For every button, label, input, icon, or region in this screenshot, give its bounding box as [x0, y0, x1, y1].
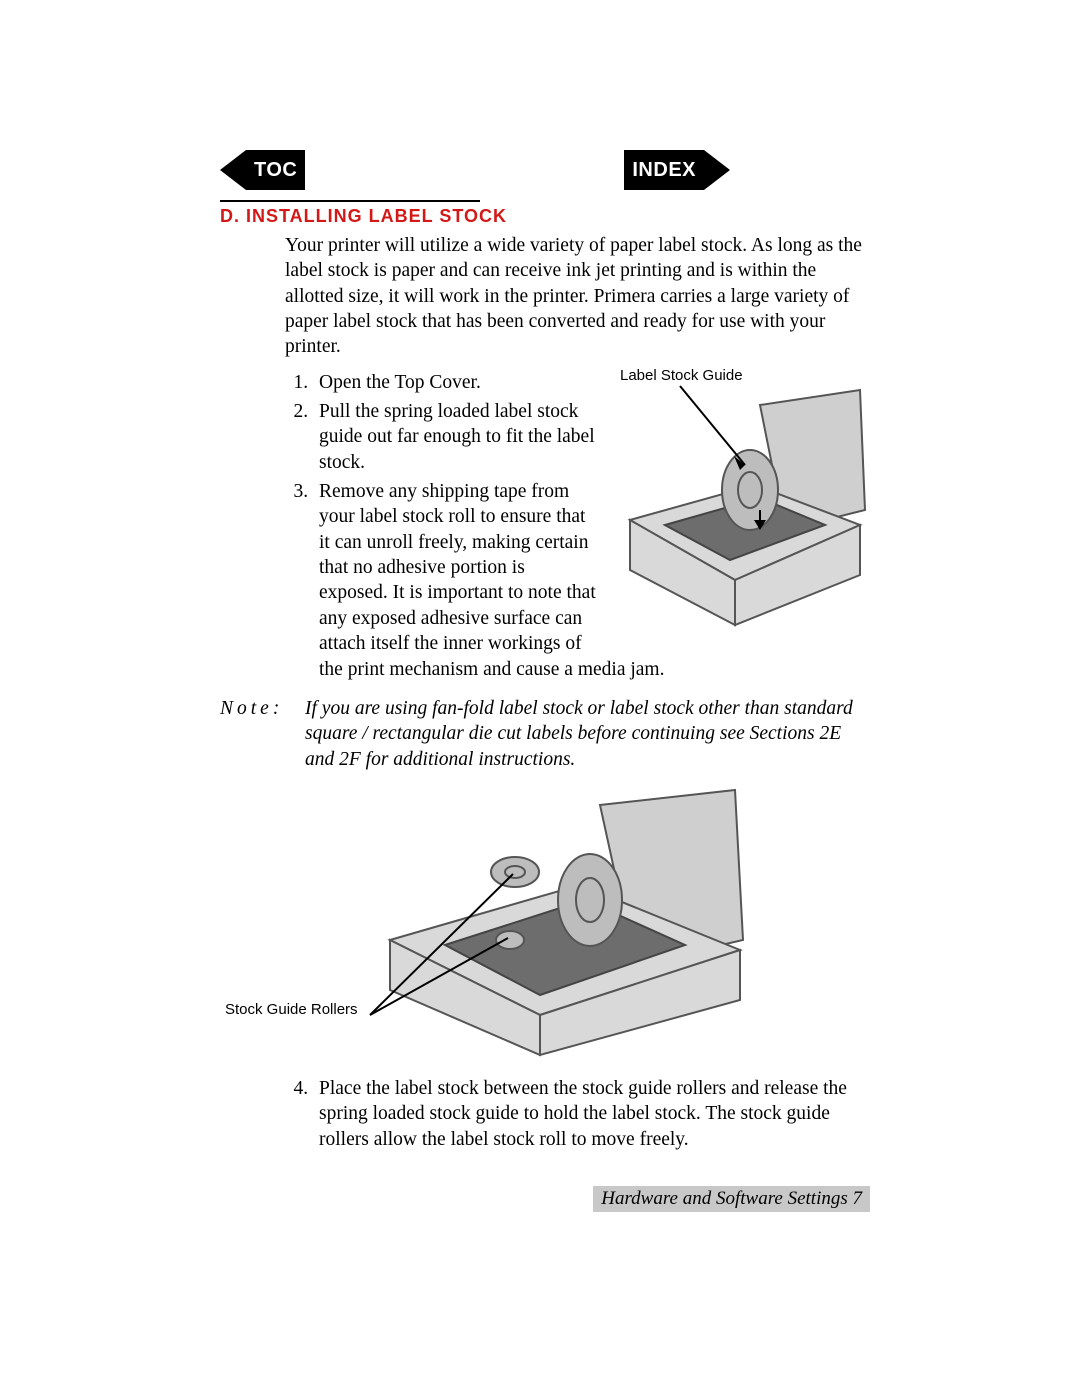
steps-and-figure1: Label Stock Guide: [285, 370, 870, 686]
toc-label: TOC: [246, 150, 305, 190]
section-heading: D. INSTALLING LABEL STOCK: [220, 206, 870, 227]
heading-rule: [220, 200, 480, 202]
note-block: Note: If you are using fan-fold label st…: [220, 696, 870, 772]
index-button[interactable]: INDEX: [624, 150, 730, 190]
step-list-4: Place the label stock between the stock …: [285, 1076, 870, 1152]
body-column: Your printer will utilize a wide variety…: [285, 233, 870, 1152]
nav-row: TOC INDEX: [220, 150, 730, 190]
note-label: Note:: [220, 696, 305, 772]
toc-button[interactable]: TOC: [220, 150, 305, 190]
step-4: Place the label stock between the stock …: [313, 1076, 870, 1152]
arrow-right-icon: [704, 150, 730, 190]
footer-page: 7: [853, 1188, 863, 1209]
figure2-caption: Stock Guide Rollers: [225, 1000, 358, 1020]
index-label: INDEX: [624, 150, 704, 190]
printer-illustration-1: [610, 370, 870, 630]
figure2-wrap: Stock Guide Rollers: [285, 780, 870, 1070]
printer-illustration-2: [365, 780, 755, 1060]
intro-paragraph: Your printer will utilize a wide variety…: [285, 233, 870, 360]
footer-chapter: Hardware and Software Settings: [601, 1188, 847, 1209]
note-text: If you are using fan-fold label stock or…: [305, 696, 870, 772]
figure1-caption: Label Stock Guide: [620, 366, 743, 386]
manual-page: TOC INDEX D. INSTALLING LABEL STOCK Your…: [0, 0, 1080, 1397]
arrow-left-icon: [220, 150, 246, 190]
figure-label-stock-guide: Label Stock Guide: [610, 370, 870, 630]
page-footer: Hardware and Software Settings 7: [593, 1186, 870, 1212]
